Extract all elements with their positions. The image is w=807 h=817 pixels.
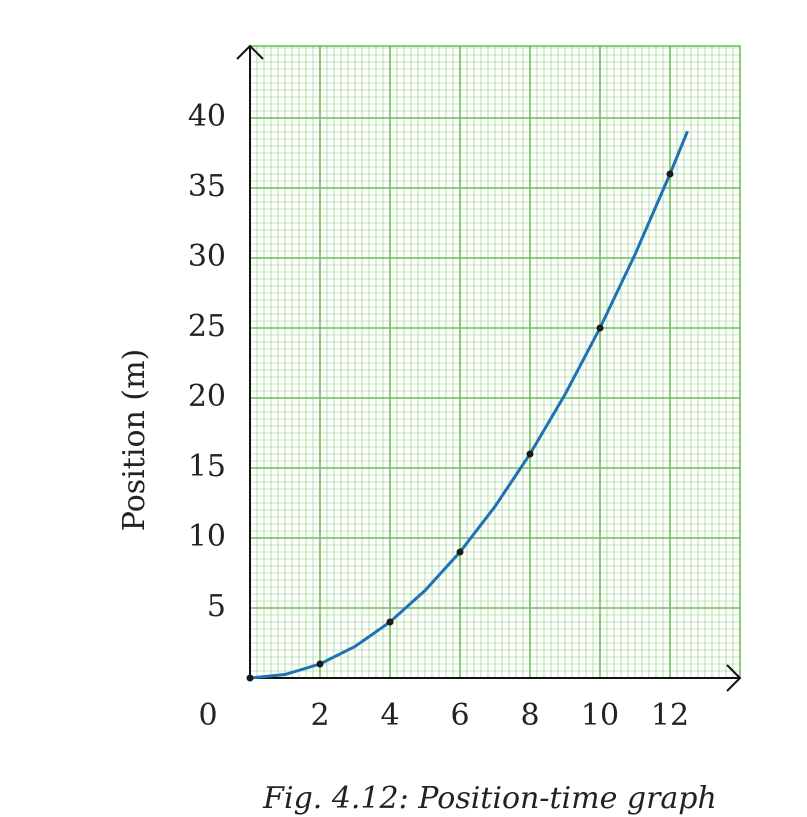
curve [249,130,689,680]
data-point [596,324,604,332]
grid [249,45,741,679]
y-axis-label: Position (m) [117,349,152,531]
x-tick-label: 4 [380,698,399,733]
data-point [456,548,464,556]
y-tick-label: 20 [188,379,226,414]
y-tick-label: 5 [207,589,226,624]
y-tick-label: 30 [188,239,226,274]
y-axis [236,44,264,678]
data-point [526,450,534,458]
y-tick-label: 35 [188,169,226,204]
caption: Fig. 4.12: Position-time graph [262,781,717,816]
data-point [386,618,394,626]
data-point [246,674,254,682]
x-tick-label: 12 [651,698,689,733]
x-tick-label: 2 [310,698,329,733]
y-tick-label: 15 [188,449,226,484]
x-tick-label: 10 [581,698,619,733]
y-tick-label: 25 [188,309,226,344]
x-tick-label: 8 [520,698,539,733]
data-point [316,660,324,668]
x-axis [250,664,742,692]
y-tick-label: 10 [188,519,226,554]
y-tick-label: 40 [188,99,226,134]
x-tick-label: 6 [450,698,469,733]
x-tick-label: 0 [198,698,217,733]
data-point [666,170,674,178]
